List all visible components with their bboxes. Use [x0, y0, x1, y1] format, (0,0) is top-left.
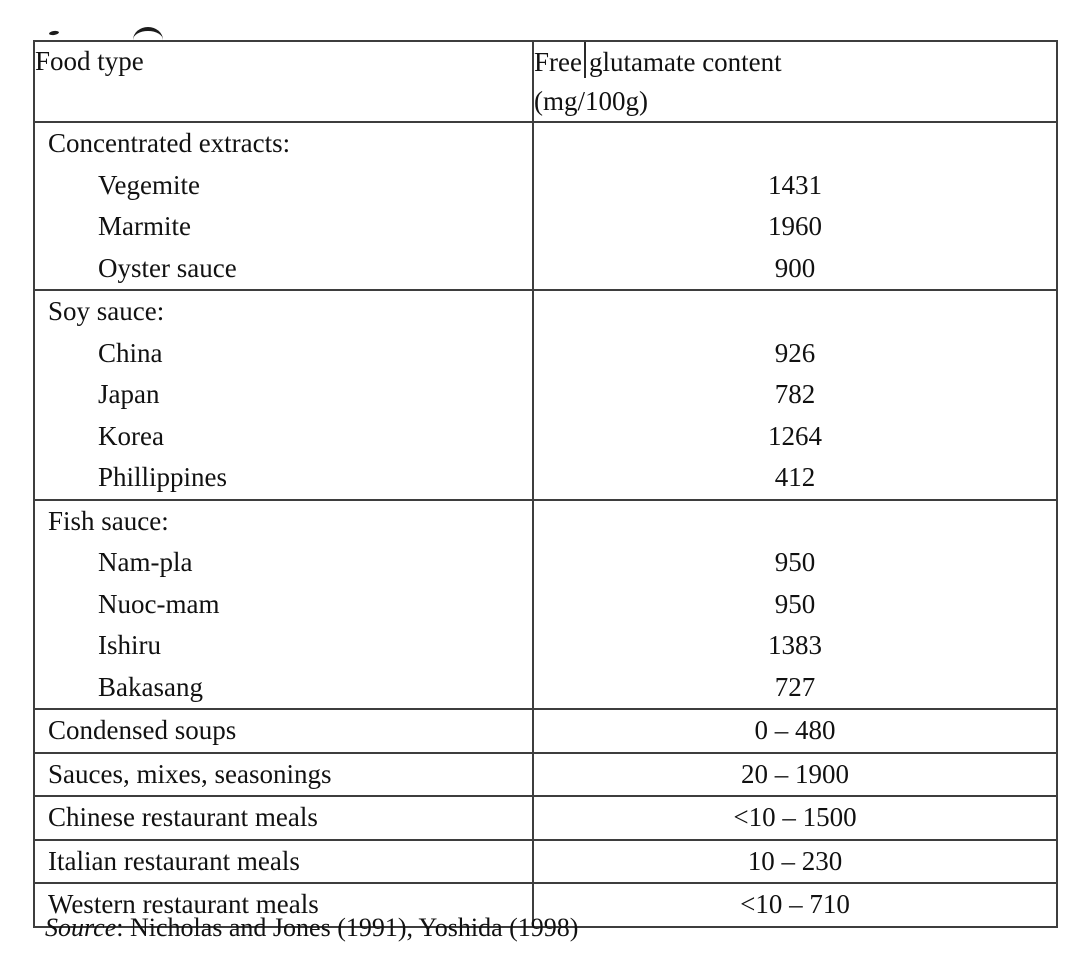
glutamate-value: 727	[774, 671, 816, 702]
glutamate-value-cell: <10 – 1500	[532, 795, 1058, 841]
glutamate-value-cell: 20 – 1900	[532, 751, 1058, 797]
food-type-cell: Condensed soups	[33, 708, 534, 754]
food-type-cell: Fish sauce: Nam-pla Nuoc-mam Ishiru Bakasang	[33, 498, 534, 710]
food-type-cell: Western restaurant meals	[33, 882, 534, 928]
glutamate-value: 950	[774, 547, 816, 577]
glutamate-value-cell: 10 – 230	[532, 838, 1058, 884]
glutamate-value: <10 – 1500	[733, 802, 857, 832]
food-type-label: China	[98, 337, 163, 368]
food-type-label: Condensed soups	[48, 715, 237, 745]
glutamate-value: 1383	[768, 630, 822, 660]
source-note: Source: Nicholas and Jones (1991), Yoshi…	[45, 911, 578, 945]
food-type-label: Soy sauce:	[48, 296, 165, 326]
glutamate-table-body: Concentrated extracts: Vegemite Marmite Oys…	[33, 121, 1058, 928]
glutamate-value	[534, 501, 1056, 543]
table-row: Italian restaurant meals 10 – 230	[33, 838, 1058, 884]
source-text: : Nicholas and Jones (1991), Yoshida (19…	[116, 913, 579, 942]
glutamate-value	[534, 291, 1056, 333]
food-type-header: Food type	[33, 40, 534, 123]
glutamate-value: <10 – 710	[740, 889, 850, 919]
table-row: Sauces, mixes, seasonings 20 – 1900	[33, 751, 1058, 797]
table-row: Condensed soups 0 – 480	[33, 708, 1058, 754]
food-type-label: Korea	[98, 420, 164, 451]
food-type-cell: Soy sauce: China Japan Korea Phillippines	[33, 289, 534, 501]
food-type-label: Ishiru	[98, 630, 161, 660]
source-label: Source	[45, 913, 117, 942]
glutamate-value: 1960	[768, 211, 822, 241]
food-type-label: Oyster sauce	[98, 252, 237, 283]
food-type-label: Western restaurant meals	[48, 889, 319, 919]
glutamate-value-cell: <10 – 710	[532, 882, 1058, 928]
food-type-cell: Sauces, mixes, seasonings	[33, 751, 534, 797]
glutamate-value-cell: 1431 1960 900	[532, 121, 1058, 291]
food-type-label: Marmite	[98, 211, 191, 241]
glutamate-content-header: Free glutamate content (mg/100g)	[532, 40, 1058, 123]
food-type-label: Nam-pla	[98, 547, 193, 577]
table-header-row: Food type Free glutamate content (mg/100g…	[33, 40, 1058, 123]
food-type-cell: Chinese restaurant meals	[33, 795, 534, 841]
food-type-cell: Concentrated extracts: Vegemite Marmite Oys…	[33, 121, 534, 291]
food-type-label: Fish sauce:	[48, 505, 169, 536]
food-type-label: Italian restaurant meals	[48, 845, 300, 876]
glutamate-value: 0 – 480	[754, 715, 836, 745]
glutamate-value: 20 – 1900	[741, 758, 849, 789]
glutamate-value: 412	[774, 462, 816, 492]
table-row: Western restaurant meals <10 – 710	[33, 882, 1058, 928]
header-line-1: Free glutamate content	[534, 42, 1056, 82]
header-word-free: Free	[534, 47, 582, 77]
glutamate-value: 782	[774, 379, 816, 409]
food-type-label: Bakasang	[98, 671, 203, 702]
header-rest: glutamate content	[588, 47, 782, 77]
food-type-label: Concentrated extracts:	[48, 128, 291, 158]
food-type-label: Japan	[98, 379, 160, 409]
table-row: Chinese restaurant meals <10 – 1500	[33, 795, 1058, 841]
food-type-label: Chinese restaurant meals	[48, 802, 318, 832]
food-type-label: Nuoc-mam	[98, 588, 220, 619]
glutamate-value: 1431	[768, 169, 822, 200]
glutamate-content-table: Food type Free glutamate content (mg/100g…	[33, 40, 1058, 928]
glutamate-value-cell: 0 – 480	[532, 708, 1058, 754]
table-row: Fish sauce: Nam-pla Nuoc-mam Ishiru Bakasang…	[33, 498, 1058, 710]
glutamate-value: 950	[774, 588, 816, 619]
glutamate-value: 1264	[768, 420, 822, 451]
text-cursor[interactable]	[583, 42, 586, 78]
food-type-cell: Italian restaurant meals	[33, 838, 534, 884]
food-type-label: Sauces, mixes, seasonings	[48, 758, 332, 789]
glutamate-value-cell: 926 782 1264 412	[532, 289, 1058, 501]
glutamate-value	[534, 123, 1056, 165]
cropped-text-fragment	[133, 27, 163, 40]
table-row: Concentrated extracts: Vegemite Marmite Oys…	[33, 121, 1058, 291]
food-type-label: Vegemite	[98, 169, 200, 200]
glutamate-value-cell: 950 950 1383 727	[532, 498, 1058, 710]
food-type-label: Phillippines	[98, 462, 228, 492]
glutamate-value: 900	[774, 252, 816, 283]
glutamate-value: 10 – 230	[747, 845, 843, 876]
glutamate-value: 926	[774, 337, 816, 368]
header-line-2: (mg/100g)	[534, 86, 648, 116]
table-row: Soy sauce: China Japan Korea Phillippines 926…	[33, 289, 1058, 501]
cropped-text-fragment	[48, 30, 60, 36]
